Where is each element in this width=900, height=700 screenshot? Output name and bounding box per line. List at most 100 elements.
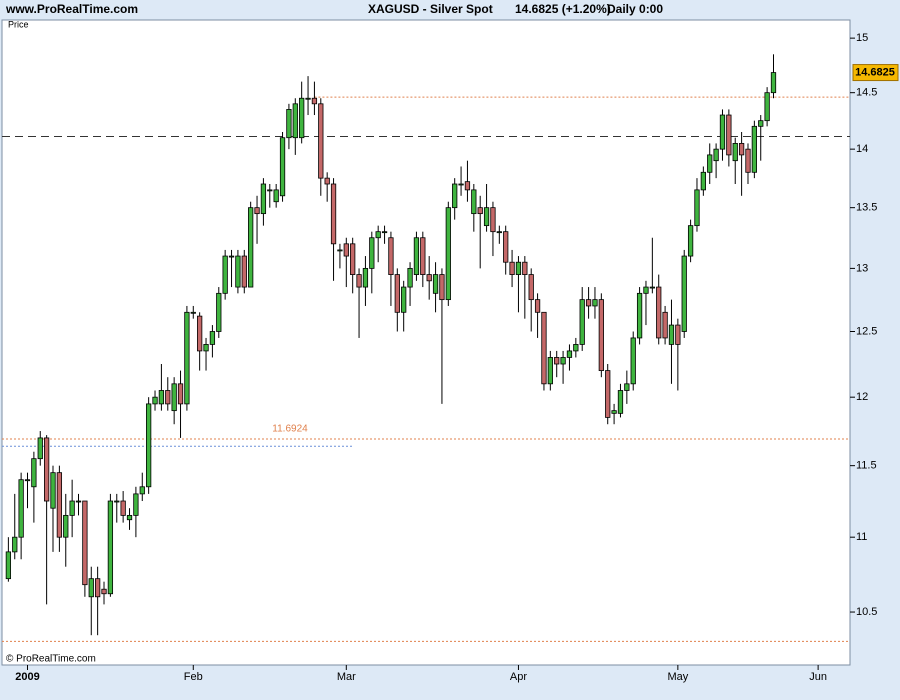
candle-body (133, 493, 139, 516)
candle-body (114, 500, 120, 503)
candle-body (222, 255, 228, 294)
x-tick-label: 2009 (15, 671, 39, 683)
candle-body (330, 183, 337, 245)
candle-body (299, 97, 305, 139)
candle-body (605, 370, 611, 418)
candle-body (56, 472, 63, 538)
candle-body (241, 255, 247, 288)
candle-body (668, 324, 675, 345)
candle-body (541, 311, 547, 385)
candle-body (107, 500, 114, 595)
candle-body (388, 237, 394, 275)
candle-body (350, 243, 356, 275)
y-tick-label: 13 (856, 262, 868, 274)
candle-body (267, 189, 273, 192)
candle-body (579, 299, 585, 345)
candle-body (719, 114, 726, 150)
candle-body (203, 344, 209, 352)
candle-body (381, 231, 388, 234)
candle-body (566, 350, 573, 358)
candle-body (515, 261, 522, 275)
candle-body (5, 551, 12, 580)
candle-body (18, 479, 24, 538)
candle-body (707, 154, 713, 173)
candle-body (95, 578, 101, 598)
candle-body (681, 255, 687, 332)
candle-body (126, 514, 133, 521)
candle-body (764, 92, 770, 122)
candle-body (458, 183, 464, 186)
candle-body (426, 274, 432, 282)
candle-body (63, 514, 69, 538)
candle-body (624, 383, 630, 391)
candle-body (235, 255, 241, 288)
panel-label: Price (8, 19, 29, 29)
candle-body (356, 274, 362, 288)
candle-body (177, 383, 184, 405)
candle-body (413, 237, 420, 275)
candle-body (611, 410, 617, 414)
candle-body (120, 500, 126, 516)
candle-body (483, 207, 490, 227)
candle-body (630, 337, 636, 385)
candle-body (248, 207, 254, 288)
candle-body (751, 125, 757, 173)
price-tag (852, 64, 899, 82)
chart-title: XAGUSD - Silver Spot (368, 2, 493, 16)
candle-body (554, 357, 560, 365)
period: Daily 0:00 (607, 2, 663, 16)
candle-body (407, 267, 413, 288)
candle-body (152, 396, 158, 405)
candle-body (522, 261, 528, 275)
candle-body (649, 286, 655, 289)
candle-body (471, 189, 477, 215)
price-tag-label: 14.6825 (855, 66, 895, 78)
candle-body (509, 261, 515, 275)
candle-body (190, 311, 196, 314)
x-tick-label: Feb (184, 671, 203, 683)
candle-body (273, 189, 279, 203)
candle-body (452, 183, 458, 209)
candle-body (311, 97, 318, 105)
candle-body (490, 207, 496, 233)
candle-body (24, 479, 31, 482)
y-tick-label: 10.5 (856, 606, 877, 618)
candle-body (496, 231, 502, 234)
candle-body (401, 286, 407, 313)
candle-body (12, 536, 18, 553)
candle-body (88, 578, 94, 598)
candle-body (216, 292, 222, 332)
candle-body (694, 189, 700, 227)
x-tick-label: Jun (809, 671, 827, 683)
x-tick-label: May (667, 671, 688, 683)
candle-body (573, 344, 579, 352)
candle-body (254, 207, 260, 215)
candle-body (343, 243, 349, 257)
site-name: www.ProRealTime.com (5, 2, 138, 16)
candle-body (228, 255, 235, 258)
candle-body (260, 183, 267, 215)
candle-body (292, 103, 298, 139)
candle-body (713, 148, 719, 162)
candle-body (547, 357, 553, 385)
candle-body (477, 207, 483, 215)
y-tick-label: 11.5 (856, 460, 877, 472)
level-label: 11.6924 (272, 424, 308, 435)
candle-body (675, 324, 681, 345)
candle-body (165, 390, 171, 405)
y-tick-label: 12.5 (856, 325, 877, 337)
candle-body (101, 588, 107, 595)
candle-body (592, 299, 598, 307)
candle-body (37, 437, 43, 460)
candle-body (420, 237, 426, 275)
candle-body (687, 225, 694, 257)
candle-body (534, 299, 541, 313)
candle-body (770, 72, 777, 94)
y-tick-label: 13.5 (856, 202, 877, 214)
candle-body (75, 500, 82, 503)
candle-body (197, 315, 203, 352)
candle-body (209, 331, 216, 345)
y-tick-label: 15 (856, 32, 868, 44)
candle-body (732, 143, 738, 162)
